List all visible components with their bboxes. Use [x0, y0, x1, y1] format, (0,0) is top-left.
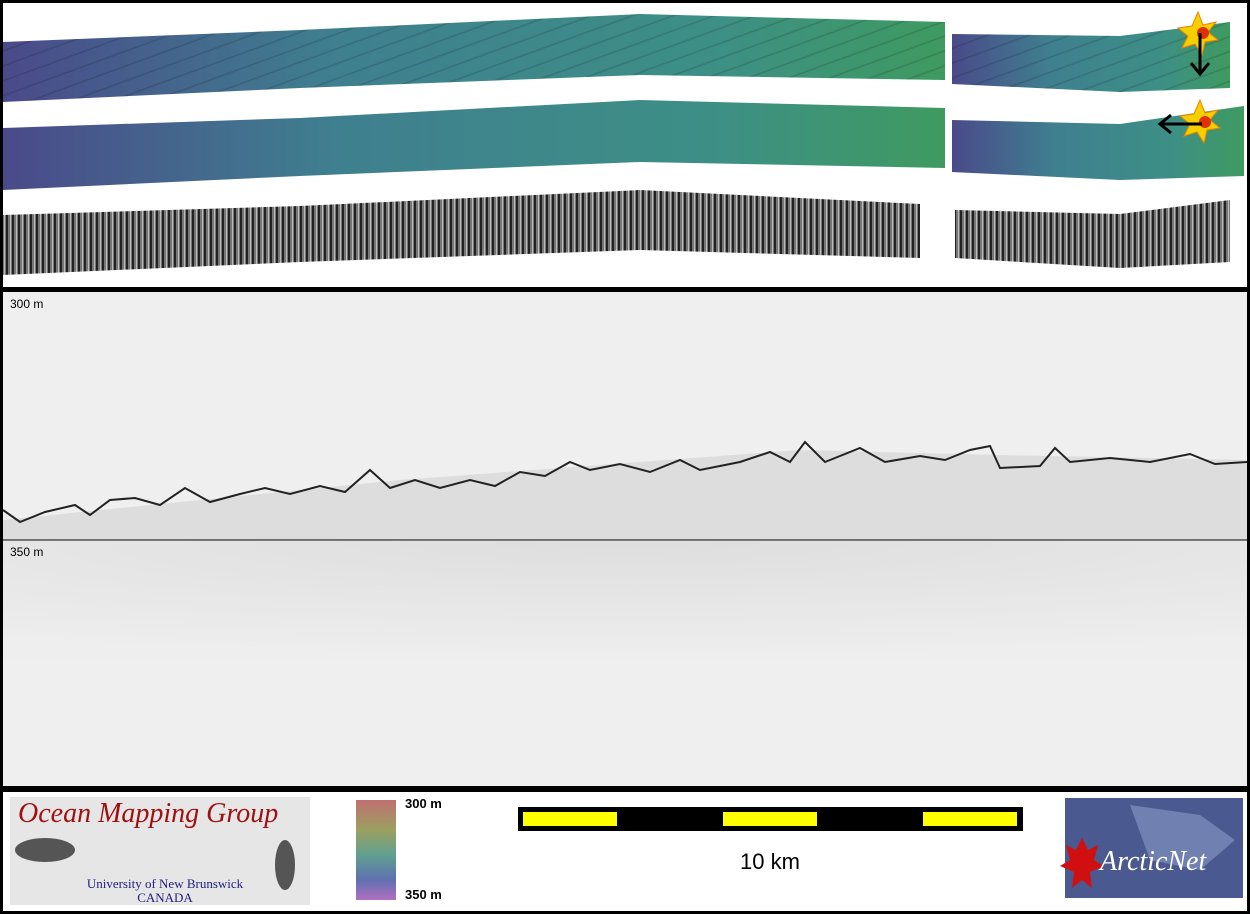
colorbar-label: 300 m — [405, 796, 442, 811]
logo-institution: University of New Brunswick — [87, 876, 244, 891]
sub-bottom-texture — [3, 450, 1247, 540]
omg-logo: Ocean Mapping Group University of New Br… — [10, 797, 310, 905]
sun-icon — [1157, 98, 1222, 145]
seabed-profile — [2, 440, 1248, 524]
backscatter-strip — [3, 190, 1230, 275]
scale-label: 10 km — [740, 849, 800, 874]
water-column-noise — [3, 541, 1247, 661]
arcticnet-logo: ArcticNet — [1060, 798, 1243, 898]
depth-label: 300 m — [10, 297, 43, 311]
partner-text: ArcticNet — [1098, 846, 1207, 877]
logo-country: CANADA — [137, 890, 193, 905]
scale-bar — [518, 807, 1023, 831]
depth-label: 350 m — [10, 545, 43, 559]
sun-icon — [1176, 10, 1220, 77]
swath-strip — [3, 14, 1230, 102]
colorbar — [356, 800, 396, 900]
colorbar-label: 350 m — [405, 887, 442, 902]
logo-title: Ocean Mapping Group — [18, 798, 278, 829]
